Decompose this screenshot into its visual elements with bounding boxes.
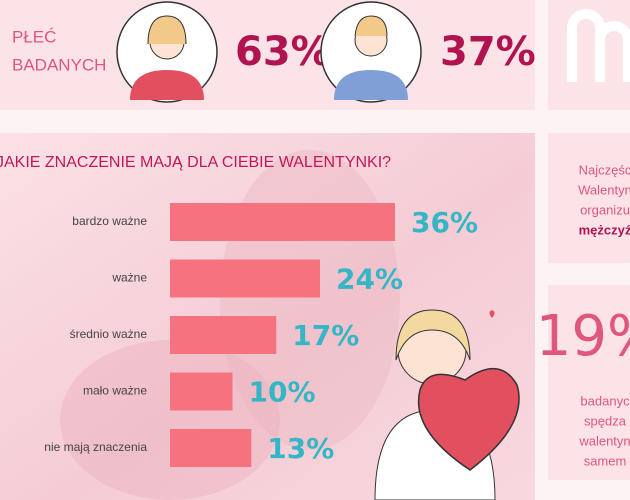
chart-title: JAKIE ZNACZENIE MAJĄ DLA CIEBIE WALENTYN… — [0, 154, 391, 171]
organizer-text: organizu — [580, 202, 630, 217]
organizer-panel — [548, 133, 630, 263]
gender-title: PŁEĆ — [12, 27, 56, 46]
man-icon — [334, 70, 408, 100]
value-label: 17% — [292, 319, 359, 352]
bar-chart: bardzo ważne 36% ważne 24% średnio ważne 17% m… — [44, 203, 478, 467]
category-label: nie mają znaczenia — [44, 440, 147, 454]
alone-panel — [548, 285, 630, 480]
bar — [170, 203, 395, 241]
small-heart — [489, 310, 495, 318]
men-percent: 37% — [440, 29, 536, 75]
value-label: 36% — [411, 206, 478, 239]
alone-text: badanyc — [580, 393, 630, 408]
logo — [567, 9, 630, 82]
value-label: 10% — [249, 376, 316, 409]
woman-icon — [147, 15, 187, 45]
category-label: mało ważne — [83, 384, 147, 398]
category-label: bardzo ważne — [72, 214, 147, 228]
organizer-text: Najczęśc — [579, 162, 630, 177]
alone-text: walentyn — [578, 433, 630, 448]
man-icon — [354, 15, 388, 37]
women-percent: 63% — [235, 29, 331, 75]
photo-shape — [60, 340, 280, 500]
alone-text: samem — [584, 453, 627, 468]
alone-percent: 19% — [536, 304, 630, 369]
category-label: ważne — [111, 271, 147, 285]
bar — [170, 316, 277, 354]
value-label: 13% — [267, 432, 334, 465]
girl-illustration — [395, 309, 471, 361]
bar — [170, 429, 252, 467]
bar — [170, 372, 233, 411]
gender-panel — [0, 0, 535, 110]
heart — [417, 367, 520, 471]
woman-icon — [130, 70, 204, 100]
value-label: 24% — [336, 263, 403, 296]
alone-text: spędza — [584, 413, 627, 428]
bar — [170, 259, 320, 298]
category-label: średnio ważne — [70, 327, 148, 341]
gender-title: BADANYCH — [12, 55, 106, 74]
organizer-text: mężczyź — [579, 222, 630, 237]
organizer-text: Walentyn — [578, 182, 630, 197]
